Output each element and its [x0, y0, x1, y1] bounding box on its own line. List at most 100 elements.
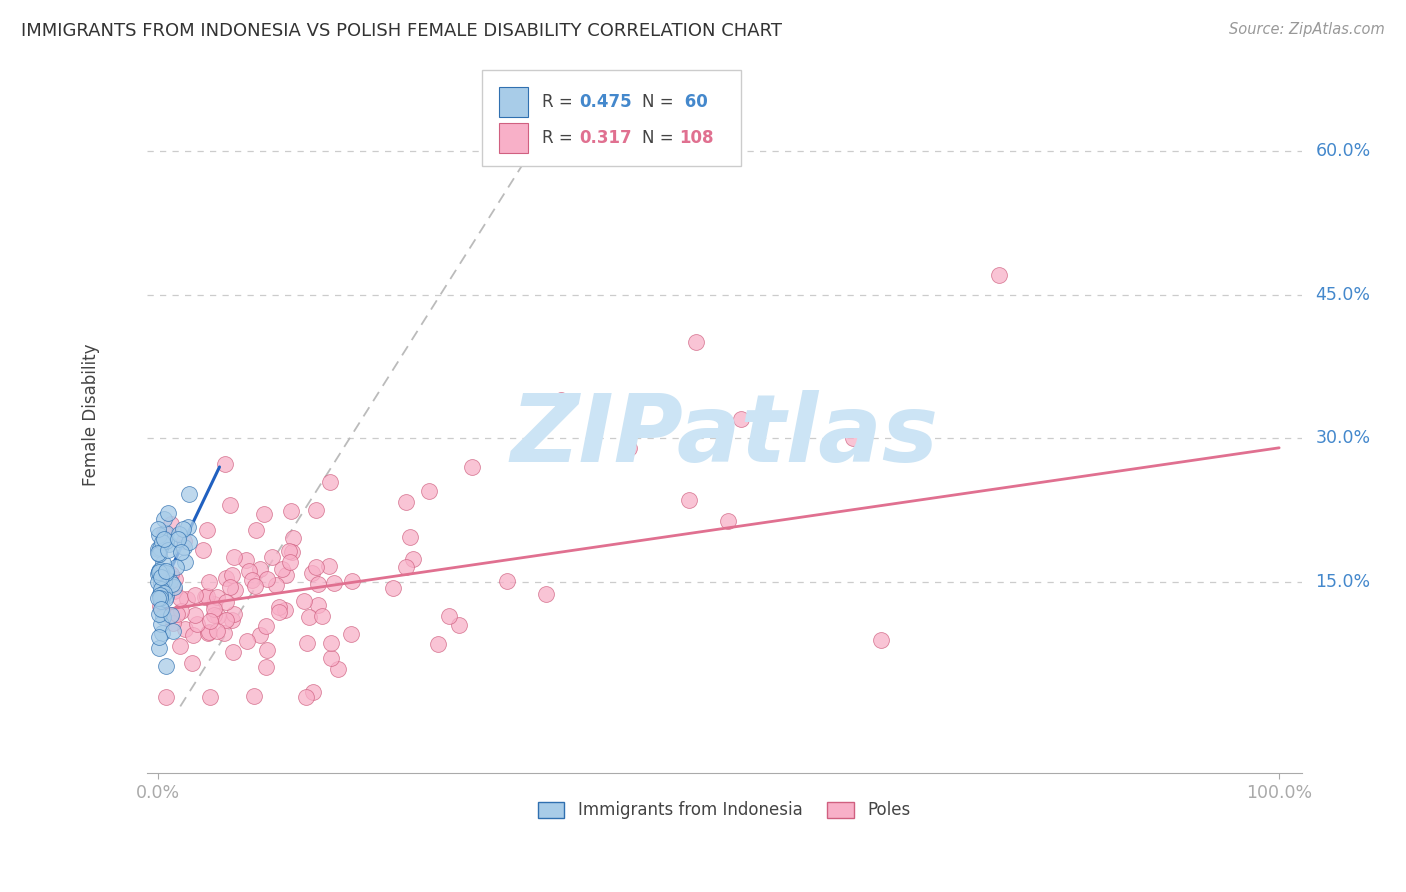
Point: [305, 560, 328, 574]
Point: [148, 522, 170, 536]
Point: [148, 565, 170, 579]
Point: [302, 685, 325, 699]
Point: [149, 599, 172, 614]
Text: 0.475: 0.475: [579, 93, 633, 111]
Point: [193, 542, 215, 557]
Point: [292, 594, 315, 608]
Point: [150, 625, 173, 640]
Point: [153, 586, 176, 600]
Point: [173, 555, 195, 569]
Text: 30.0%: 30.0%: [1316, 429, 1371, 447]
Text: Source: ZipAtlas.com: Source: ZipAtlas.com: [1229, 22, 1385, 37]
Point: [256, 572, 278, 586]
Point: [160, 566, 183, 581]
Point: [274, 567, 297, 582]
Point: [169, 527, 191, 541]
Point: [165, 559, 187, 574]
Point: [148, 547, 170, 561]
Bar: [499, 87, 527, 117]
Point: [271, 561, 294, 575]
Text: 60.0%: 60.0%: [1316, 142, 1371, 160]
Point: [307, 598, 329, 612]
Point: [418, 484, 440, 499]
Point: [207, 609, 229, 624]
Point: [148, 591, 170, 606]
Point: [163, 580, 186, 594]
Point: [222, 549, 245, 564]
Point: [155, 690, 177, 704]
Point: [278, 555, 301, 569]
Point: [157, 507, 180, 521]
Point: [155, 589, 177, 603]
Point: [254, 660, 277, 674]
Text: N =: N =: [643, 93, 679, 111]
Point: [153, 574, 176, 588]
Point: [149, 541, 172, 555]
Point: [150, 602, 173, 616]
Point: [240, 573, 263, 587]
Point: [534, 587, 557, 601]
Point: [221, 613, 243, 627]
Point: [148, 607, 170, 621]
Point: [169, 591, 191, 605]
Point: [204, 602, 226, 616]
Point: [181, 627, 204, 641]
Point: [148, 528, 170, 542]
Point: [177, 519, 200, 533]
Point: [153, 532, 176, 546]
Point: [395, 560, 418, 574]
Point: [280, 504, 302, 518]
Point: [170, 604, 193, 618]
Point: [269, 600, 291, 615]
Point: [153, 525, 176, 540]
Point: [987, 268, 1010, 283]
Point: [243, 689, 266, 703]
Point: [730, 412, 752, 426]
Point: [215, 595, 238, 609]
Point: [197, 626, 219, 640]
Point: [245, 523, 267, 537]
Point: [150, 570, 173, 584]
Point: [249, 562, 271, 576]
Point: [184, 608, 207, 623]
Point: [311, 608, 333, 623]
Point: [319, 475, 342, 490]
Point: [200, 690, 222, 704]
Point: [149, 617, 172, 632]
Point: [461, 459, 484, 474]
Point: [842, 431, 865, 445]
Point: [155, 659, 177, 673]
Point: [215, 571, 238, 585]
Point: [253, 507, 276, 521]
Point: [152, 556, 174, 570]
Point: [152, 610, 174, 624]
Point: [186, 616, 208, 631]
Point: [149, 594, 172, 608]
Point: [235, 553, 257, 567]
Point: [155, 564, 177, 578]
Point: [176, 592, 198, 607]
Point: [149, 588, 172, 602]
Point: [221, 645, 243, 659]
Point: [266, 577, 288, 591]
Point: [169, 640, 191, 654]
Point: [159, 574, 181, 589]
Point: [295, 636, 318, 650]
Point: [163, 584, 186, 599]
Point: [149, 564, 172, 578]
Point: [146, 541, 169, 556]
Point: [157, 536, 180, 550]
Point: [167, 532, 190, 546]
Point: [399, 530, 422, 544]
Point: [550, 392, 572, 407]
Point: [202, 608, 225, 623]
Text: R =: R =: [541, 93, 578, 111]
Point: [160, 607, 183, 622]
Point: [340, 574, 363, 589]
Point: [179, 535, 201, 549]
Point: [516, 115, 538, 129]
Point: [150, 591, 173, 605]
Point: [224, 607, 246, 621]
Point: [254, 619, 277, 633]
Point: [150, 535, 173, 549]
